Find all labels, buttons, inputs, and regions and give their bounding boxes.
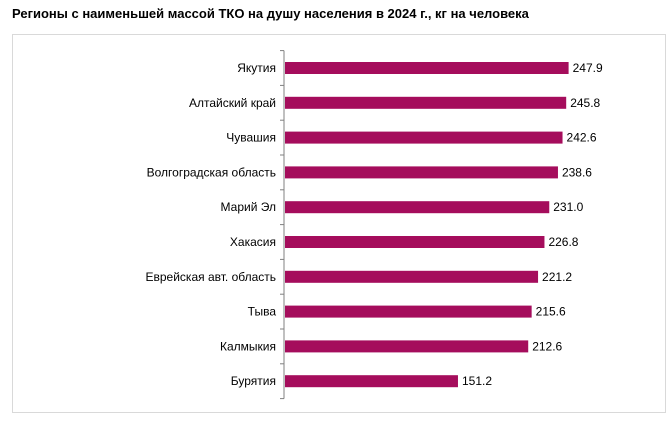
chart-title: Регионы с наименьшей массой ТКО на душу … <box>12 6 529 21</box>
bar <box>285 62 569 74</box>
bar <box>285 305 532 318</box>
data-label: 221.2 <box>542 270 572 284</box>
data-label: 215.6 <box>536 305 566 319</box>
chart-frame <box>12 34 666 413</box>
bar <box>285 166 558 179</box>
data-label: 212.6 <box>532 339 562 353</box>
bar <box>285 131 563 144</box>
bar <box>285 270 539 283</box>
category-label: Якутия <box>237 61 276 75</box>
category-label: Волгоградская область <box>147 165 276 179</box>
data-label: 151.2 <box>462 374 492 388</box>
bars-group: Якутия 247.9 Алтайский край 245.8 Чувашия 242… <box>146 50 603 400</box>
bar <box>285 375 458 388</box>
category-label: Еврейская авт. область <box>146 270 277 284</box>
category-label: Алтайский край <box>189 96 276 110</box>
data-label: 245.8 <box>570 96 600 110</box>
category-label: Бурятия <box>231 374 276 388</box>
data-label: 226.8 <box>548 235 578 249</box>
data-label: 231.0 <box>553 200 583 214</box>
category-label: Марий Эл <box>221 200 276 214</box>
category-label: Чувашия <box>226 131 276 145</box>
data-label: 238.6 <box>562 165 592 179</box>
bar <box>285 236 545 248</box>
category-label: Калмыкия <box>220 339 276 353</box>
category-label: Хакасия <box>230 235 276 249</box>
bar <box>285 96 567 109</box>
bar <box>285 340 529 353</box>
bar <box>285 201 550 214</box>
category-label: Тыва <box>248 305 277 319</box>
data-label: 242.6 <box>567 131 597 145</box>
data-label: 247.9 <box>573 61 603 75</box>
